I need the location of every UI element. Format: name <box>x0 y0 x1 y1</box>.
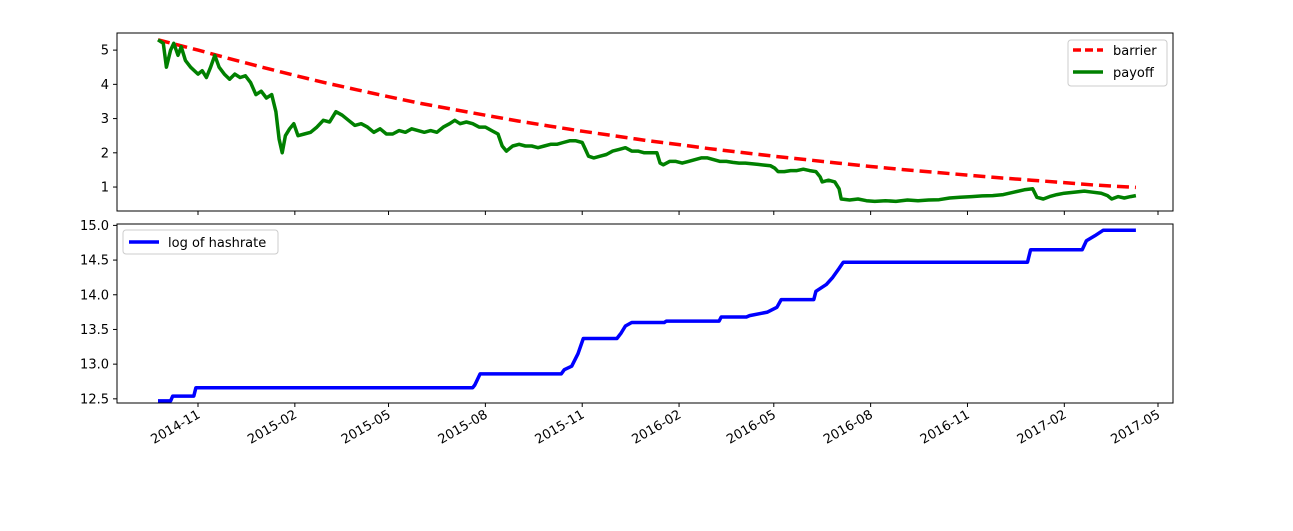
legend-payoff-label: payoff <box>1113 66 1155 81</box>
payoff-x-axis <box>197 211 1159 215</box>
y-tick-label: 14.0 <box>80 288 109 303</box>
hashrate-legend: log of hashrate <box>122 229 279 255</box>
payoff-legend: barrier payoff <box>1067 39 1168 87</box>
y-tick-label: 14.5 <box>80 254 109 269</box>
y-tick-label: 5 <box>101 44 109 59</box>
legend-barrier-label: barrier <box>1113 44 1157 59</box>
hashrate-axes-frame <box>116 223 1174 404</box>
payoff-axes-frame <box>116 32 1174 212</box>
y-tick-label: 12.5 <box>80 392 109 407</box>
y-tick-label: 1 <box>101 181 109 196</box>
legend-hashrate-label: log of hashrate <box>168 236 266 251</box>
hashrate-legend-box <box>122 229 279 255</box>
y-tick-label: 13.0 <box>80 358 109 373</box>
payoff-line <box>157 38 1137 204</box>
y-tick-label: 3 <box>101 112 109 127</box>
payoff-panel: 1 2 3 4 5 barrier payoff <box>101 32 1174 215</box>
payoff-series-layer <box>157 38 1137 204</box>
hashrate-y-axis: 12.5 13.0 13.5 14.0 14.5 15.0 <box>80 219 117 407</box>
y-tick-label: 13.5 <box>80 323 109 338</box>
payoff-y-axis: 1 2 3 4 5 <box>101 44 117 196</box>
log-of-hashrate-line <box>158 228 1136 403</box>
y-tick-label: 15.0 <box>80 219 109 234</box>
hashrate-series-layer <box>158 228 1136 403</box>
y-tick-label: 2 <box>101 146 109 161</box>
y-tick-label: 4 <box>101 78 109 93</box>
barrier-line <box>157 38 1136 190</box>
